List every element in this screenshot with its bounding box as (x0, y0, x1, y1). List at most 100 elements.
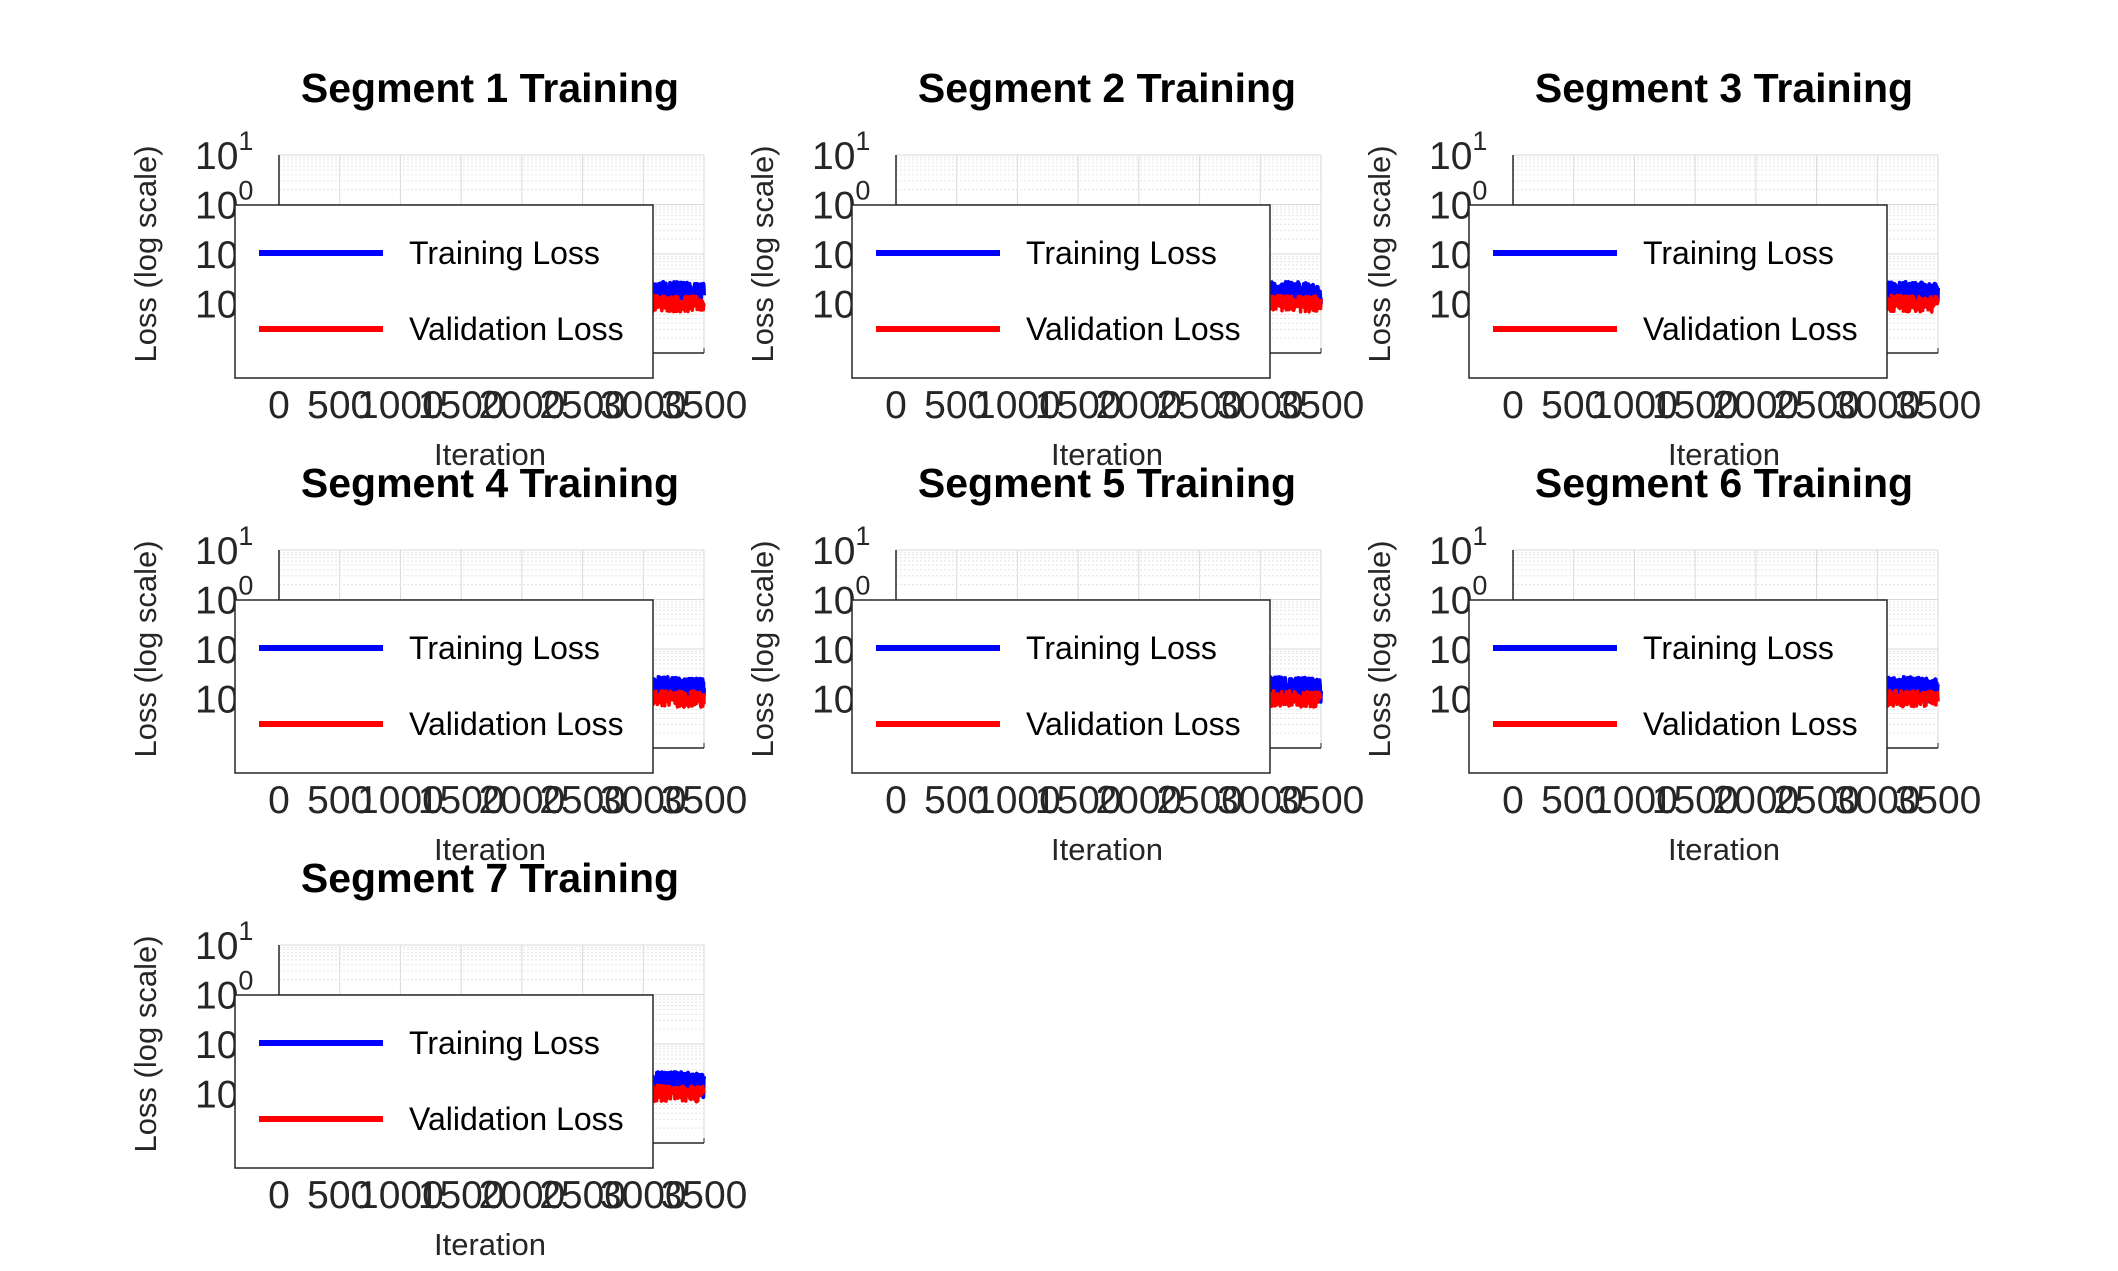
x-tick-label: 2000 (1095, 779, 1182, 822)
y-tick-label: 100 (1429, 571, 1487, 623)
x-tick-label: 3000 (1217, 779, 1304, 822)
subplot-3: 050010001500200025003000350010110010-110… (1362, 65, 1981, 472)
y-tick-exponent: 0 (1472, 571, 1487, 601)
legend-label: Validation Loss (1643, 706, 1858, 742)
chart-title: Segment 7 Training (301, 855, 679, 901)
x-tick-label: 2500 (1156, 779, 1243, 822)
x-tick-label: 2000 (1712, 384, 1799, 427)
chart-title: Segment 1 Training (301, 65, 679, 111)
x-tick-label: 500 (924, 779, 989, 822)
x-tick-label: 3000 (1217, 384, 1304, 427)
x-axis-label: Iteration (434, 832, 546, 867)
x-axis-label: Iteration (434, 437, 546, 472)
y-axis-label: Loss (log scale) (745, 540, 780, 757)
y-axis-label: Loss (log scale) (128, 540, 163, 757)
subplot-6: 050010001500200025003000350010110010-110… (1362, 460, 1981, 867)
legend-box (234, 599, 654, 774)
y-tick-exponent: 1 (1472, 126, 1487, 156)
legend: Training Loss Validation Loss (234, 994, 654, 1169)
x-tick-label: 500 (924, 384, 989, 427)
legend-box (234, 204, 654, 379)
y-tick-exponent: 0 (238, 966, 253, 996)
x-tick-label: 0 (1502, 779, 1524, 822)
legend-label: Training Loss (409, 235, 600, 271)
x-tick-label: 3000 (1834, 779, 1921, 822)
legend: Training Loss Validation Loss (1468, 599, 1888, 774)
x-tick-label: 3500 (1278, 779, 1365, 822)
legend-box (234, 994, 654, 1169)
legend-label: Training Loss (1643, 235, 1834, 271)
x-tick-label: 2500 (539, 779, 626, 822)
x-tick-label: 3500 (1278, 384, 1365, 427)
x-tick-label: 2000 (478, 384, 565, 427)
x-axis-label: Iteration (1051, 832, 1163, 867)
chart-title: Segment 3 Training (1535, 65, 1913, 111)
y-tick-exponent: 0 (238, 571, 253, 601)
y-tick-exponent: 1 (1472, 521, 1487, 551)
y-tick-exponent: 1 (855, 521, 870, 551)
y-axis-label: Loss (log scale) (1362, 540, 1397, 757)
y-tick-exponent: 1 (238, 521, 253, 551)
legend-label: Training Loss (1026, 630, 1217, 666)
y-tick-label: 101 (812, 126, 870, 178)
subplot-7: 050010001500200025003000350010110010-110… (128, 855, 747, 1262)
y-tick-exponent: 0 (1472, 176, 1487, 206)
y-tick-exponent: 0 (855, 176, 870, 206)
y-tick-label: 101 (195, 521, 253, 573)
x-tick-label: 2000 (1095, 384, 1182, 427)
x-tick-label: 0 (1502, 384, 1524, 427)
legend: Training Loss Validation Loss (234, 204, 654, 379)
x-tick-label: 2500 (539, 1174, 626, 1217)
x-tick-label: 0 (268, 779, 290, 822)
y-axis-label: Loss (log scale) (128, 935, 163, 1152)
legend: Training Loss Validation Loss (1468, 204, 1888, 379)
x-axis-label: Iteration (1668, 832, 1780, 867)
x-tick-label: 3500 (661, 384, 748, 427)
y-tick-label: 101 (195, 126, 253, 178)
legend: Training Loss Validation Loss (851, 599, 1271, 774)
chart-title: Segment 6 Training (1535, 460, 1913, 506)
legend: Training Loss Validation Loss (851, 204, 1271, 379)
legend-label: Validation Loss (409, 311, 624, 347)
y-tick-exponent: 0 (238, 176, 253, 206)
x-tick-label: 0 (268, 1174, 290, 1217)
legend-label: Validation Loss (1026, 311, 1241, 347)
x-tick-label: 1500 (418, 1174, 505, 1217)
y-tick-label: 100 (812, 176, 870, 228)
x-tick-label: 3000 (600, 384, 687, 427)
legend-box (851, 599, 1271, 774)
legend: Training Loss Validation Loss (234, 599, 654, 774)
subplot-2: 050010001500200025003000350010110010-110… (745, 65, 1364, 472)
y-tick-exponent: 0 (855, 571, 870, 601)
subplot-4: 050010001500200025003000350010110010-110… (128, 460, 747, 867)
x-tick-label: 3000 (600, 779, 687, 822)
x-tick-label: 3000 (1834, 384, 1921, 427)
x-axis-label: Iteration (434, 1227, 546, 1262)
chart-title: Segment 5 Training (918, 460, 1296, 506)
x-tick-label: 0 (885, 384, 907, 427)
x-tick-label: 3500 (1895, 779, 1982, 822)
x-tick-label: 2500 (1156, 384, 1243, 427)
chart-title: Segment 4 Training (301, 460, 679, 506)
y-axis-label: Loss (log scale) (1362, 145, 1397, 362)
x-tick-label: 2500 (1773, 779, 1860, 822)
x-tick-label: 1000 (357, 384, 444, 427)
x-tick-label: 1000 (1591, 779, 1678, 822)
legend-box (1468, 204, 1888, 379)
y-tick-exponent: 1 (238, 916, 253, 946)
x-tick-label: 3000 (600, 1174, 687, 1217)
x-tick-label: 1000 (974, 384, 1061, 427)
subplot-5: 050010001500200025003000350010110010-110… (745, 460, 1364, 867)
legend-label: Training Loss (409, 1025, 600, 1061)
x-tick-label: 500 (307, 779, 372, 822)
x-tick-label: 0 (885, 779, 907, 822)
x-tick-label: 1500 (1652, 779, 1739, 822)
x-tick-label: 2500 (1773, 384, 1860, 427)
x-tick-label: 1000 (357, 779, 444, 822)
y-tick-label: 101 (812, 521, 870, 573)
x-tick-label: 1500 (1035, 384, 1122, 427)
x-tick-label: 3500 (1895, 384, 1982, 427)
y-tick-label: 101 (1429, 126, 1487, 178)
legend-label: Training Loss (409, 630, 600, 666)
